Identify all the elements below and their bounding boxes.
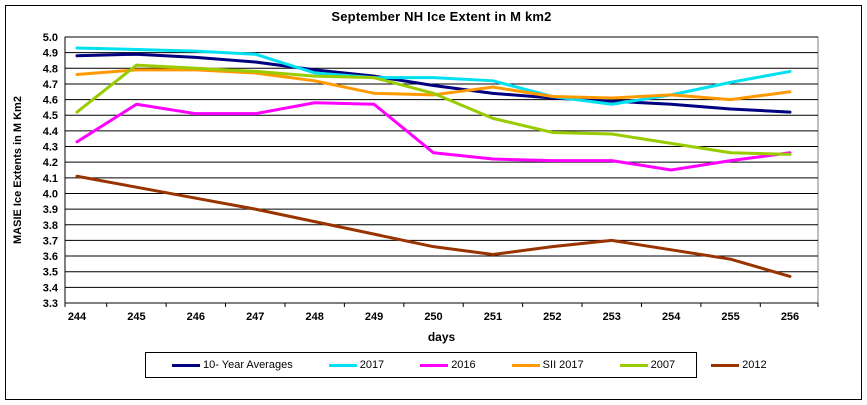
legend-label: 10- Year Averages xyxy=(203,359,293,371)
y-tick-label: 4.6 xyxy=(43,95,58,107)
y-tick-label: 3.3 xyxy=(43,298,58,310)
legend-item: 2007 xyxy=(619,359,676,371)
y-tick-label: 3.6 xyxy=(43,251,58,263)
series-line-2012 xyxy=(75,174,792,278)
x-tick-label: 251 xyxy=(484,311,502,323)
legend-item: 10- Year Averages xyxy=(172,359,293,371)
y-tick-label: 3.7 xyxy=(43,235,58,247)
x-tick-label: 249 xyxy=(365,311,383,323)
legend-swatch xyxy=(172,363,200,367)
y-tick-label: 4.2 xyxy=(43,157,58,169)
y-tick-label: 4.9 xyxy=(43,48,58,60)
x-axis-title: days xyxy=(427,330,456,344)
x-tick-label: 256 xyxy=(781,311,799,323)
y-tick-label: 3.5 xyxy=(43,267,58,279)
y-tick-label: 4.7 xyxy=(43,79,58,91)
legend-swatch xyxy=(420,363,449,367)
legend-item: SII 2017 xyxy=(511,359,584,371)
chart-title: September NH Ice Extent in M km2 xyxy=(331,9,552,24)
y-axis-title-box: MASIE Ice Extents in M Km2 xyxy=(6,37,30,303)
legend-label: 2007 xyxy=(650,359,676,371)
x-tick-label: 246 xyxy=(187,311,205,323)
x-tick-label: 253 xyxy=(603,311,621,323)
x-tick-label: 245 xyxy=(127,311,145,323)
x-tick-label: 255 xyxy=(721,311,739,323)
y-tick-label: 4.1 xyxy=(43,173,58,185)
x-tick-label: 248 xyxy=(305,311,323,323)
y-tick-label: 4.8 xyxy=(43,63,58,75)
legend-item: 2017 xyxy=(328,359,385,371)
plot-background xyxy=(64,36,819,304)
legend: 10- Year Averages 2017 2016 SII 2017 2007 201… xyxy=(145,352,767,378)
series-line-10--year-averages xyxy=(75,52,792,114)
legend-swatch xyxy=(619,363,648,367)
legend-label: 2012 xyxy=(742,359,767,371)
x-tick-label: 247 xyxy=(246,311,264,323)
series-line-2007 xyxy=(75,63,792,156)
x-tick-label: 244 xyxy=(68,311,87,323)
y-tick-label: 3.4 xyxy=(43,282,59,294)
x-tick-label: 254 xyxy=(662,311,681,323)
legend-swatch xyxy=(711,363,740,367)
legend-label: 2016 xyxy=(451,359,476,371)
y-tick-label: 4.5 xyxy=(43,110,58,122)
legend-swatch xyxy=(328,363,357,367)
legend-label: SII 2017 xyxy=(542,359,584,371)
y-tick-label: 4.0 xyxy=(43,188,58,200)
series-line-2016 xyxy=(75,101,792,172)
y-tick-label: 5.0 xyxy=(43,32,58,44)
legend-swatch xyxy=(511,363,540,367)
y-tick-label: 3.8 xyxy=(43,220,58,232)
x-tick-label: 252 xyxy=(543,311,561,323)
legend-item: 2016 xyxy=(420,359,476,371)
figure-border xyxy=(5,5,862,400)
y-tick-label: 4.3 xyxy=(43,142,58,154)
x-tick-label: 250 xyxy=(424,311,442,323)
y-tick-label: 3.9 xyxy=(43,204,58,216)
legend-label: 2017 xyxy=(359,359,385,371)
y-axis-title: MASIE Ice Extents in M Km2 xyxy=(12,96,24,244)
legend-item: 2012 xyxy=(711,359,767,371)
y-tick-label: 4.4 xyxy=(43,126,59,138)
